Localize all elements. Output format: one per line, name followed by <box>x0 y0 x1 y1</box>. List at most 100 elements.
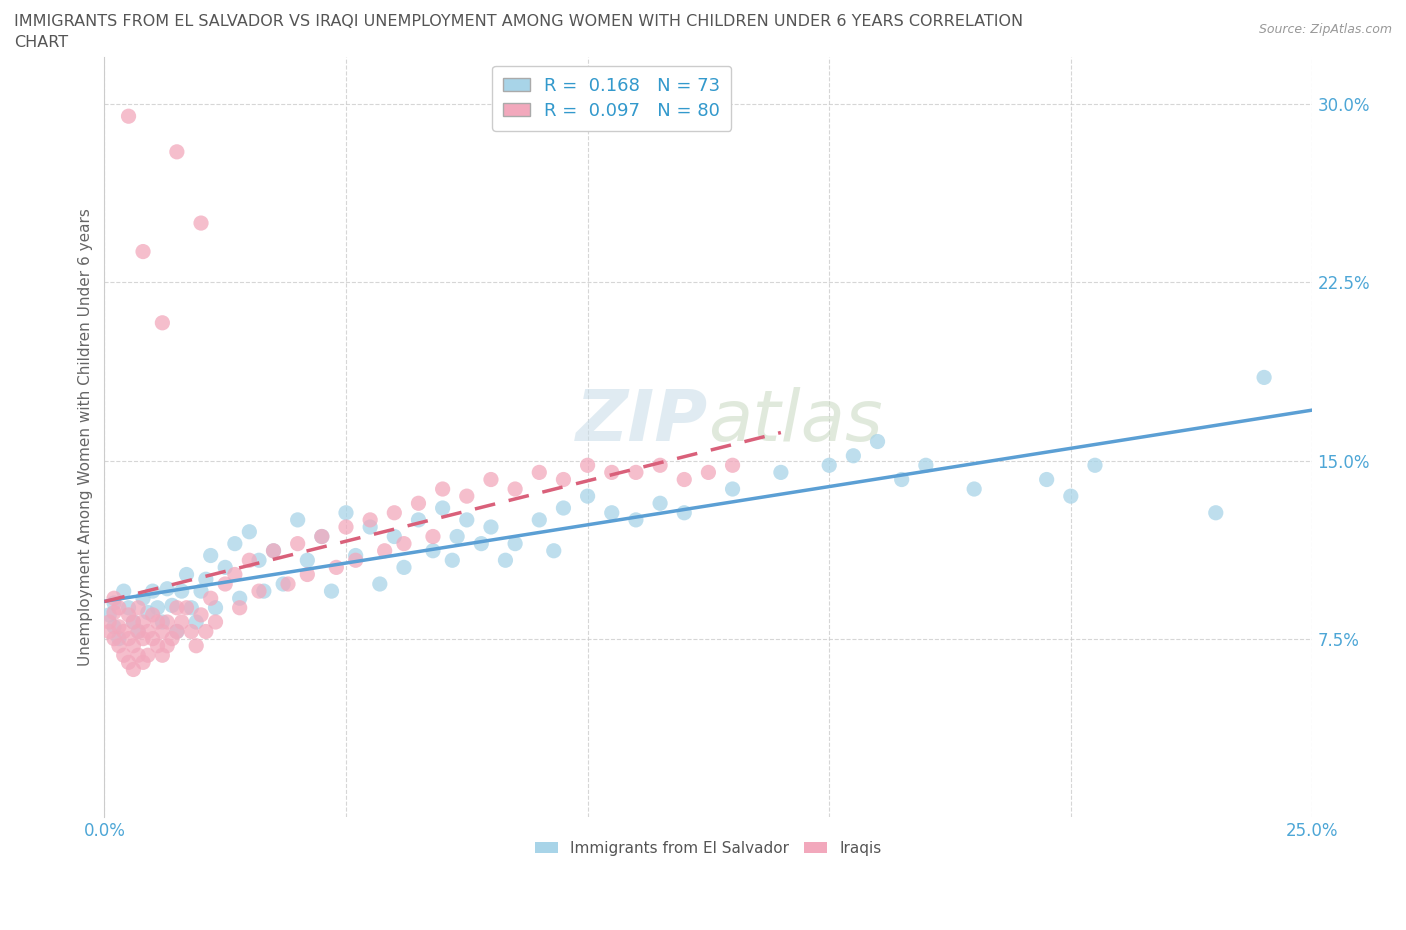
Point <box>359 520 381 535</box>
Point <box>287 537 309 551</box>
Point <box>156 581 179 596</box>
Point <box>224 567 246 582</box>
Point <box>108 600 131 615</box>
Point <box>122 638 145 653</box>
Point <box>1035 472 1057 487</box>
Point <box>325 560 347 575</box>
Point <box>150 648 173 663</box>
Point <box>721 458 744 472</box>
Point <box>108 619 131 634</box>
Point <box>190 216 212 231</box>
Point <box>344 552 367 567</box>
Point <box>297 552 319 567</box>
Point <box>277 577 299 591</box>
Point <box>142 631 165 646</box>
Point <box>769 465 792 480</box>
Point <box>146 600 169 615</box>
Point <box>214 577 236 591</box>
Point <box>408 496 430 511</box>
Point <box>648 496 671 511</box>
Point <box>146 615 169 630</box>
Point <box>132 615 155 630</box>
Point <box>117 607 139 622</box>
Point <box>263 543 285 558</box>
Point <box>408 512 430 527</box>
Point <box>200 591 222 605</box>
Point <box>529 465 551 480</box>
Point <box>103 631 125 646</box>
Point <box>335 520 357 535</box>
Point <box>108 638 131 653</box>
Point <box>359 512 381 527</box>
Point <box>721 482 744 497</box>
Point <box>160 598 183 613</box>
Point <box>108 631 131 646</box>
Point <box>103 605 125 620</box>
Point <box>553 500 575 515</box>
Point <box>150 315 173 330</box>
Point <box>321 584 343 599</box>
Point <box>422 529 444 544</box>
Point <box>335 505 357 520</box>
Point <box>311 529 333 544</box>
Point <box>503 482 526 497</box>
Point <box>132 244 155 259</box>
Point <box>1060 488 1083 503</box>
Point <box>176 600 198 615</box>
Point <box>166 144 188 159</box>
Point <box>479 472 502 487</box>
Point <box>117 109 139 124</box>
Point <box>311 529 333 544</box>
Point <box>553 472 575 487</box>
Point <box>456 512 478 527</box>
Point <box>456 488 478 503</box>
Point <box>190 607 212 622</box>
Point <box>103 591 125 605</box>
Point <box>543 543 565 558</box>
Point <box>204 600 226 615</box>
Point <box>392 537 415 551</box>
Text: IMMIGRANTS FROM EL SALVADOR VS IRAQI UNEMPLOYMENT AMONG WOMEN WITH CHILDREN UNDE: IMMIGRANTS FROM EL SALVADOR VS IRAQI UNE… <box>14 14 1024 29</box>
Point <box>238 552 260 567</box>
Point <box>127 624 149 639</box>
Point <box>117 655 139 670</box>
Point <box>170 584 193 599</box>
Text: ZIP: ZIP <box>576 387 709 456</box>
Point <box>494 552 516 567</box>
Point <box>422 543 444 558</box>
Point <box>98 615 121 630</box>
Point <box>1084 458 1107 472</box>
Point <box>238 525 260 539</box>
Point <box>180 600 202 615</box>
Point <box>127 624 149 639</box>
Point <box>117 631 139 646</box>
Point <box>842 448 865 463</box>
Point <box>186 615 208 630</box>
Point <box>600 465 623 480</box>
Point <box>166 624 188 639</box>
Point <box>194 624 217 639</box>
Point <box>117 600 139 615</box>
Point <box>470 537 492 551</box>
Text: CHART: CHART <box>14 35 67 50</box>
Point <box>648 458 671 472</box>
Point <box>228 591 250 605</box>
Point <box>382 505 405 520</box>
Point <box>576 458 599 472</box>
Point <box>503 537 526 551</box>
Point <box>103 595 125 610</box>
Point <box>98 607 121 622</box>
Point <box>529 512 551 527</box>
Point <box>132 655 155 670</box>
Point <box>112 584 135 599</box>
Point <box>344 548 367 563</box>
Point <box>247 584 270 599</box>
Point <box>287 512 309 527</box>
Point <box>432 482 454 497</box>
Point <box>170 615 193 630</box>
Point <box>146 638 169 653</box>
Point <box>214 560 236 575</box>
Point <box>576 488 599 503</box>
Point <box>866 434 889 449</box>
Point <box>263 543 285 558</box>
